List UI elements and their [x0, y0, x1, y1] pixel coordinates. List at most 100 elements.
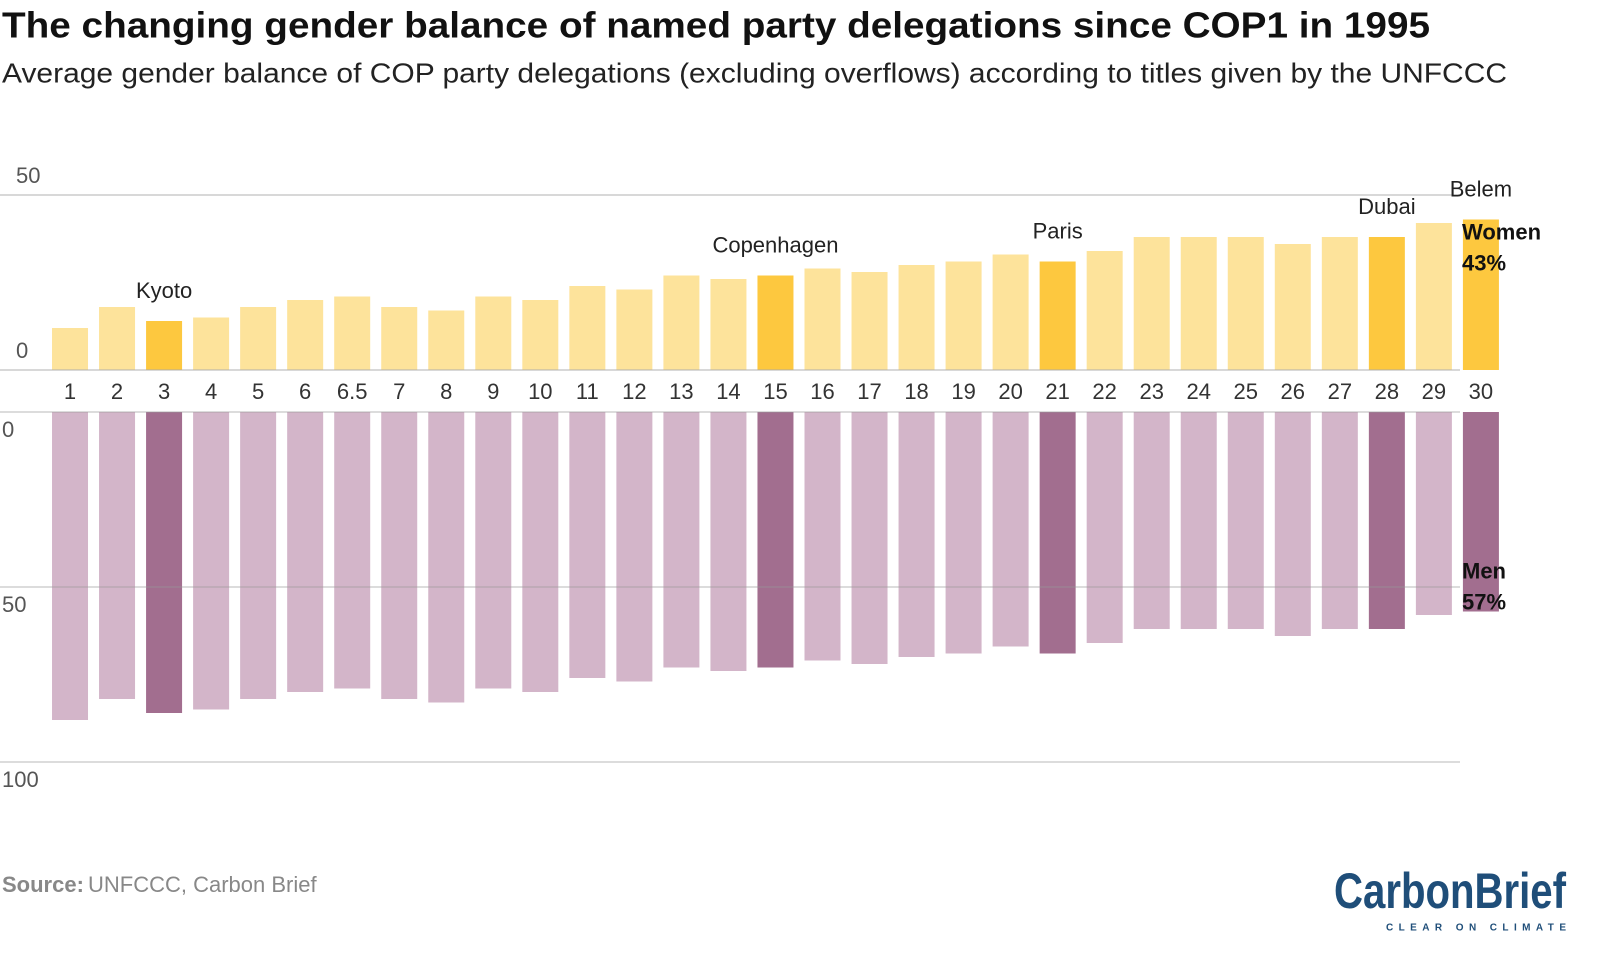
bar	[1462, 219, 1499, 370]
x-tick-label: 11	[576, 379, 599, 404]
bar	[898, 265, 935, 370]
bar	[52, 328, 89, 370]
annotation: Copenhagen	[712, 232, 838, 257]
x-tick-label: 24	[1186, 379, 1210, 404]
bar	[146, 321, 183, 370]
bar	[428, 310, 465, 370]
x-tick-label: 15	[763, 379, 787, 404]
x-tick-label: 7	[393, 379, 405, 404]
y2-tick-label: 100	[2, 767, 39, 792]
bar	[1274, 244, 1311, 370]
bar	[945, 412, 982, 654]
x-tick-label: 18	[904, 379, 928, 404]
x-tick-label: 13	[669, 379, 693, 404]
x-tick-label: 28	[1375, 379, 1399, 404]
bar	[1180, 237, 1217, 370]
x-tick-label: 30	[1469, 379, 1493, 404]
bar	[1039, 412, 1076, 654]
bar	[804, 268, 841, 370]
bar	[1321, 237, 1358, 370]
bar	[240, 412, 277, 699]
bar	[804, 412, 841, 661]
x-tick-label: 3	[158, 379, 170, 404]
bar	[193, 317, 230, 370]
bar	[1321, 412, 1358, 629]
x-tick-label: 20	[998, 379, 1022, 404]
x-tick-label: 26	[1281, 379, 1305, 404]
bar	[992, 254, 1029, 370]
x-tick-label: 27	[1328, 379, 1352, 404]
x-tick-label: 8	[440, 379, 452, 404]
bar	[663, 275, 700, 370]
value-label: 57%	[1462, 589, 1506, 614]
x-tick-label: 6	[299, 379, 311, 404]
x-tick-label: 16	[810, 379, 834, 404]
bar	[475, 296, 512, 370]
chart-subtitle: Average gender balance of COP party dele…	[2, 57, 1507, 88]
bar	[945, 261, 982, 370]
bar	[334, 412, 371, 689]
bar	[428, 412, 465, 703]
x-tick-label: 2	[111, 379, 123, 404]
bar	[146, 412, 183, 713]
y2-tick-label: 50	[2, 592, 26, 617]
annotation: Kyoto	[136, 278, 192, 303]
series-label: Men	[1462, 558, 1506, 583]
x-tick-label: 10	[528, 379, 552, 404]
bar	[1274, 412, 1311, 636]
bar	[475, 412, 512, 689]
bar	[287, 300, 324, 370]
bar	[710, 279, 747, 370]
bar	[240, 307, 277, 370]
bar	[334, 296, 371, 370]
bar	[193, 412, 230, 710]
y2-tick-label: 0	[2, 417, 14, 442]
value-label: 43%	[1462, 250, 1506, 275]
bar	[287, 412, 324, 692]
chart-title: The changing gender balance of named par…	[2, 5, 1430, 46]
annotation: Paris	[1033, 218, 1083, 243]
logo-name: CarbonBrief	[1334, 863, 1566, 919]
bar	[851, 412, 888, 664]
bar	[1415, 412, 1452, 615]
x-tick-label: 4	[205, 379, 217, 404]
bar	[1368, 412, 1405, 629]
bar	[52, 412, 89, 720]
annotation: Belem	[1450, 176, 1512, 201]
x-tick-label: 25	[1234, 379, 1258, 404]
bar	[1368, 237, 1405, 370]
bar	[1227, 237, 1264, 370]
bar	[569, 412, 606, 678]
bar	[710, 412, 747, 671]
bar	[1086, 412, 1123, 643]
x-tick-label: 6.5	[337, 379, 368, 404]
bar	[898, 412, 935, 657]
x-tick-label: 19	[951, 379, 975, 404]
x-tick-label: 12	[622, 379, 646, 404]
x-tick-label: 1	[64, 379, 76, 404]
bar	[1086, 251, 1123, 370]
y-tick-label: 0	[16, 338, 28, 363]
bar	[381, 412, 418, 699]
series-label: Women	[1462, 219, 1541, 244]
bar	[757, 275, 794, 370]
x-tick-label: 29	[1422, 379, 1446, 404]
x-tick-label: 14	[716, 379, 740, 404]
x-tick-label: 9	[487, 379, 499, 404]
x-tick-label: 5	[252, 379, 264, 404]
x-tick-label: 22	[1092, 379, 1116, 404]
bar	[1180, 412, 1217, 629]
bar	[1415, 223, 1452, 370]
x-tick-label: 17	[857, 379, 881, 404]
bar	[1133, 237, 1170, 370]
source-label: Source:	[2, 872, 84, 897]
bar	[663, 412, 700, 668]
source-text: UNFCCC, Carbon Brief	[88, 872, 317, 897]
bar	[616, 289, 653, 370]
x-tick-label: 21	[1045, 379, 1069, 404]
bar	[1227, 412, 1264, 629]
bar	[1133, 412, 1170, 629]
x-tick-label: 23	[1139, 379, 1163, 404]
bar	[851, 272, 888, 370]
